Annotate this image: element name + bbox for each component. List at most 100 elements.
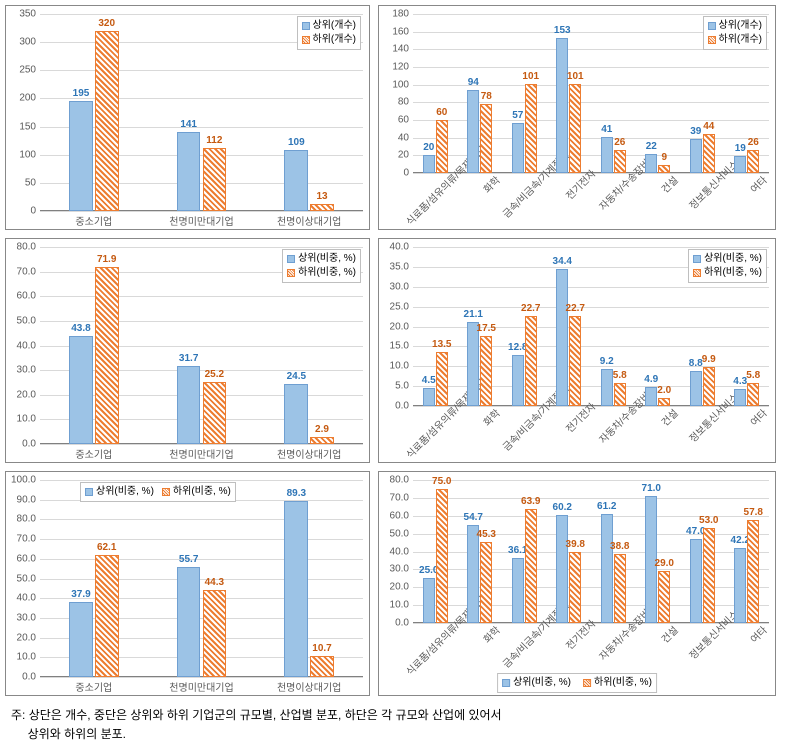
chart-r3c2: 0.010.020.030.040.050.060.070.080.025.07… [378,471,776,696]
y-tick: 100.0 [11,475,40,486]
footnote-text-1: 상단은 개수, 중단은 상위와 하위 기업군의 규모별, 산업별 분포, 하단은… [29,708,502,722]
bar-orange [525,316,537,406]
bar-value-label: 60 [436,107,447,118]
bar-blue [690,371,702,406]
bar-orange [525,509,537,623]
bar-orange [95,31,119,211]
bar-value-label: 9.2 [600,356,614,367]
bar-orange [525,84,537,173]
y-tick: 0 [30,206,40,217]
y-tick: 60.0 [390,510,413,521]
y-tick: 30.0 [17,612,40,623]
bar-value-label: 9 [661,152,667,163]
bar-orange [95,267,119,444]
category-label: 중소기업 [75,677,112,694]
category-label: 중소기업 [75,211,112,228]
legend-label: 하위(개수) [719,33,762,47]
bar-blue [69,101,93,211]
bar-blue [556,38,568,173]
y-tick: 30.0 [390,564,413,575]
legend-swatch-blue [502,679,510,687]
y-tick: 10.0 [390,361,413,372]
bar-blue [645,387,657,406]
bar-orange [203,148,227,211]
y-tick: 60 [398,115,413,126]
bar-value-label: 2.9 [315,424,329,435]
bar-value-label: 112 [206,135,222,146]
footnote-label: 주: [11,708,25,722]
bar-value-label: 43.8 [71,323,90,334]
y-tick: 10.0 [17,414,40,425]
bar-blue [467,322,479,406]
y-tick: 60.0 [17,553,40,564]
bar-value-label: 17.5 [477,323,496,334]
bar-value-label: 2.0 [657,385,671,396]
bar-blue [177,366,201,444]
bar-blue [423,155,435,173]
y-tick: 70.0 [390,492,413,503]
legend: 상위(비중, %)하위(비중, %) [688,249,767,283]
legend: 상위(개수)하위(개수) [297,16,361,50]
bar-value-label: 5.8 [746,370,760,381]
legend-swatch-orange [302,36,310,44]
legend-swatch-blue [287,255,295,263]
y-tick: 0.0 [22,672,40,683]
bar-value-label: 45.3 [477,529,496,540]
bar-value-label: 57 [512,110,523,121]
legend-swatch-orange [287,269,295,277]
y-tick: 20.0 [390,321,413,332]
y-tick: 20.0 [390,582,413,593]
legend-swatch-orange [583,679,591,687]
bar-blue [601,137,613,173]
y-tick: 15.0 [390,341,413,352]
bar-value-label: 29.0 [655,558,674,569]
bar-value-label: 71.0 [642,483,661,494]
bar-value-label: 94 [468,77,479,88]
legend-label: 하위(비중, %) [298,266,356,280]
bar-orange [569,84,581,173]
bar-value-label: 101 [522,71,539,82]
bar-value-label: 39.8 [566,539,585,550]
chart-r1c2: 0204060801001201401601802060식료품/섬유의류/목재/… [378,5,776,230]
bar-value-label: 63.9 [521,496,540,507]
bar-value-label: 75.0 [432,476,451,487]
legend-label: 상위(개수) [313,19,356,33]
y-tick: 60.0 [17,291,40,302]
bar-value-label: 62.1 [97,542,116,553]
y-tick: 120 [392,62,413,73]
bar-blue [556,269,568,406]
bar-value-label: 31.7 [179,353,198,364]
chart-grid: 050100150200250300350195320중소기업141112천명미… [5,5,782,696]
chart-r1c1: 050100150200250300350195320중소기업141112천명미… [5,5,370,230]
bar-value-label: 71.9 [97,254,116,265]
bar-value-label: 26 [748,137,759,148]
bar-value-label: 21.1 [464,309,483,320]
y-tick: 150 [19,121,40,132]
bar-value-label: 22.7 [566,303,585,314]
bar-orange [569,316,581,406]
bar-orange [310,656,334,677]
y-tick: 20 [398,150,413,161]
y-tick: 0.0 [22,439,40,450]
y-tick: 50.0 [17,573,40,584]
y-tick: 50.0 [17,315,40,326]
bar-value-label: 55.7 [179,554,198,565]
bar-orange [747,520,759,623]
bar-value-label: 60.2 [553,502,572,513]
legend-label: 하위(비중, %) [704,266,762,280]
y-tick: 40.0 [390,242,413,253]
bar-value-label: 13.5 [432,339,451,350]
legend-label: 하위(비중, %) [594,676,652,690]
bar-value-label: 195 [73,88,90,99]
bar-value-label: 37.9 [71,589,90,600]
bar-blue [690,139,702,173]
bar-blue [423,388,435,406]
bar-orange [480,542,492,623]
bar-blue [645,154,657,173]
bar-blue [601,369,613,406]
bar-value-label: 34.4 [553,256,572,267]
bar-blue [177,132,201,211]
legend: 상위(비중, %)하위(비중, %) [80,482,236,502]
y-tick: 100 [392,79,413,90]
bar-orange [480,104,492,173]
